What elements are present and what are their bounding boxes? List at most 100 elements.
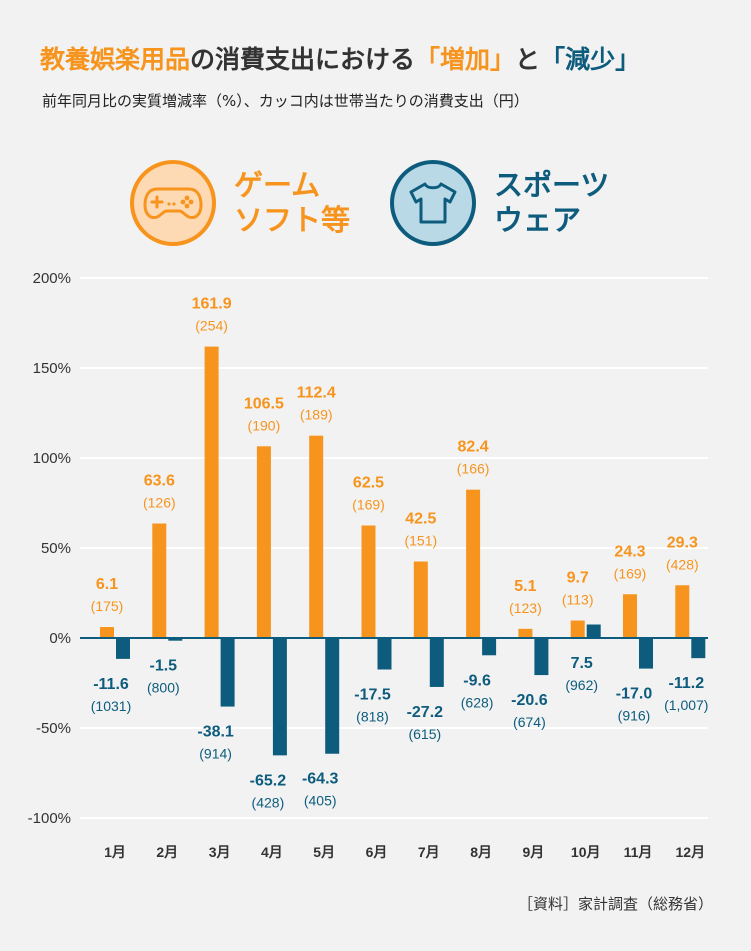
data-label-game: 9.7 [567,570,589,587]
legend-item-game: ゲーム ソフト等 [130,160,350,246]
spending-label-sports: (1,007) [664,697,708,713]
data-label-game: 62.5 [353,475,384,492]
spending-label-sports: (914) [199,746,232,762]
x-tick-label: 10月 [571,844,601,860]
bar-game [309,435,324,638]
data-label-sports: -17.5 [354,687,391,704]
bar-sports [482,638,497,656]
x-tick-label: 2月 [156,844,178,860]
spending-label-game: (189) [300,407,333,423]
spending-label-game: (166) [457,461,490,477]
x-tick-label: 7月 [418,844,440,860]
bar-sports [691,638,706,659]
y-tick-label: 150% [33,360,71,377]
bar-sports [639,638,653,669]
spending-label-sports: (628) [461,694,494,710]
data-source: ［資料］家計調査（総務省） [517,895,713,913]
spending-label-game: (151) [404,533,437,549]
spending-label-game: (169) [614,565,647,581]
data-label-sports: -27.2 [407,704,444,721]
spending-label-sports: (800) [147,680,180,696]
bar-sports [325,638,340,754]
x-tick-label: 4月 [261,844,283,860]
bar-sports [586,624,601,638]
bar-game [100,627,114,638]
y-tick-label: 50% [41,540,71,557]
data-label-game: 29.3 [667,534,698,551]
spending-label-game: (126) [143,495,176,511]
title-highlight-decrease: 「減少」 [540,45,641,74]
chart-title: 教養娯楽用品の消費支出における「増加」と「減少」 [40,40,640,76]
bar-sports [116,638,130,659]
legend-item-sports: スポーツ ウェア [390,160,609,246]
bar-sports [272,638,287,756]
data-label-sports: -38.1 [197,724,234,741]
data-label-game: 161.9 [192,296,232,313]
bar-game [256,446,271,638]
x-tick-label: 11月 [624,844,653,860]
data-label-game: 5.1 [514,578,536,595]
bar-sports [168,638,183,641]
data-label-game: 42.5 [405,511,436,528]
x-tick-label: 5月 [313,844,335,860]
bar-game [204,346,219,638]
y-tick-label: -50% [36,720,71,737]
bar-game [570,620,585,638]
chart-subtitle: 前年同月比の実質増減率（%）、カッコ内は世帯当たりの消費支出（円） [42,92,529,110]
x-tick-label: 9月 [523,844,545,860]
x-tick-label: 1月 [104,844,126,860]
bar-game [623,594,637,638]
data-label-sports: -65.2 [250,772,287,789]
tshirt-icon [390,160,476,246]
spending-label-sports: (615) [408,726,441,742]
spending-label-game: (428) [666,556,699,572]
x-tick-label: 6月 [366,844,388,860]
data-label-game: 6.1 [96,576,118,593]
spending-label-sports: (1031) [91,698,131,714]
title-highlight-category: 教養娯楽用品 [40,45,191,74]
y-tick-label: 100% [33,450,71,467]
legend-label-sports: スポーツ ウェア [494,167,610,237]
gamepad-icon [130,160,216,246]
data-label-game: 112.4 [297,385,336,402]
bar-game [466,489,481,638]
data-label-game: 82.4 [458,439,489,456]
bar-game [361,525,376,638]
spending-label-sports: (916) [618,708,651,724]
data-label-sports: 7.5 [571,655,593,672]
bar-chart: 200% 150% 100% 50% 0% -50% -100% 6.1 (175) -11.6 (… [28,270,709,860]
y-tick-label: 0% [49,630,71,647]
spending-label-sports: (962) [565,677,598,693]
data-label-sports: -20.6 [511,692,548,709]
bar-sports [220,638,235,707]
spending-label-game: (175) [91,598,124,614]
data-label-game: 106.5 [244,395,284,412]
bar-game [675,585,690,638]
bar-game [413,561,428,638]
data-label-sports: -64.3 [302,771,339,788]
spending-label-game: (113) [562,592,594,608]
y-tick-label: 200% [33,270,71,287]
data-label-sports: -11.6 [93,676,129,693]
data-label-sports: -17.0 [616,686,653,703]
x-tick-label: 8月 [470,844,492,860]
spending-label-game: (169) [352,497,385,513]
bar-sports [377,638,392,670]
spending-label-sports: (818) [356,709,389,725]
spending-label-sports: (428) [252,794,285,810]
bar-game [518,628,533,638]
y-tick-label: -100% [28,810,71,827]
spending-label-game: (254) [195,318,228,334]
spending-label-game: (123) [509,600,542,616]
title-text: の消費支出における [190,45,416,74]
spending-label-sports: (674) [513,714,546,730]
x-tick-label: 3月 [209,844,231,860]
bar-sports [429,638,444,687]
spending-label-sports: (405) [304,793,337,809]
title-conjunction: と [515,45,541,74]
x-tick-label: 12月 [676,844,706,860]
data-label-game: 63.6 [144,473,175,490]
spending-label-game: (190) [248,417,281,433]
data-label-sports: -1.5 [150,658,178,675]
bar-sports [534,638,549,676]
